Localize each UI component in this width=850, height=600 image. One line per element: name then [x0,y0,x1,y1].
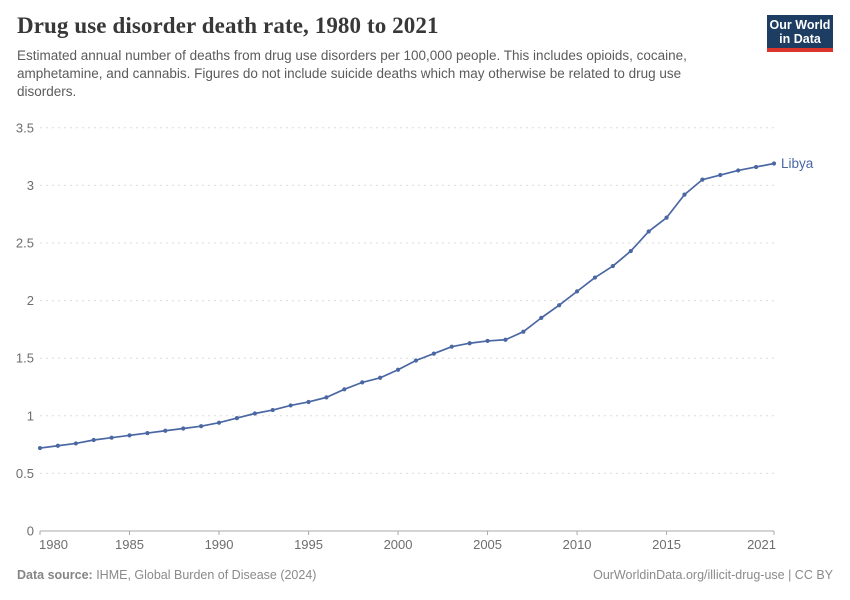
x-axis-tick-label: 1995 [294,537,323,552]
data-point [646,229,651,234]
x-axis-tick-label: 2005 [473,537,502,552]
data-point [163,428,168,433]
data-point [91,437,96,443]
data-point [467,341,472,346]
y-axis-tick-label: 2 [27,293,34,308]
data-source-label: Data source: [17,568,93,582]
y-axis-tick-label: 1.5 [16,351,34,366]
data-point [664,215,669,220]
data-point [771,161,777,166]
data-point [378,375,383,380]
footer-link[interactable]: OurWorldinData.org/illicit-drug-use | CC… [593,568,833,582]
data-point [431,351,436,356]
data-point [503,337,508,342]
data-point [127,433,132,438]
data-point [37,445,43,451]
data-point [592,275,598,280]
data-point [395,367,401,372]
data-point [216,420,222,425]
chart-title: Drug use disorder death rate, 1980 to 20… [17,13,439,38]
data-source-text: IHME, Global Burden of Disease (2024) [92,568,317,582]
data-point [610,263,615,269]
data-point [736,168,741,173]
y-axis-tick-label: 0.5 [16,466,34,481]
data-point [234,416,240,421]
x-axis-tick-label: 2015 [652,537,681,552]
data-point [753,164,759,170]
data-point [288,403,293,408]
data-point [485,338,490,344]
data-point [109,435,114,440]
owid-logo[interactable]: Our World in Data [767,15,833,52]
data-point [539,315,544,320]
data-point [324,395,329,400]
y-axis-tick-label: 2.5 [16,236,34,251]
x-axis-tick-label: 2010 [563,537,592,552]
data-point [682,192,687,197]
data-source: Data source: IHME, Global Burden of Dise… [17,568,316,582]
y-axis-tick-label: 3.5 [16,120,34,135]
data-point [449,344,454,349]
data-point [557,303,562,308]
data-point [718,172,723,178]
data-point [73,441,78,446]
x-axis-tick-label: 1985 [115,537,144,552]
series-label-libya: Libya [781,156,814,171]
chart-subtitle: Estimated annual number of deaths from d… [17,48,687,99]
data-point [413,358,419,363]
x-axis-tick-label: 1980 [39,537,68,552]
libya-series-line [39,162,775,449]
owid-logo-line1: Our World [769,18,831,32]
data-point [360,380,365,385]
data-point [199,424,204,429]
data-point [306,399,311,405]
data-point [181,426,186,431]
chart-svg: 0 0.5 1 1.5 2 2.5 3 3.5 1980 1985 1990 1995 2000 2005… [16,120,814,552]
x-axis-tick-label: 2021 [747,537,776,552]
data-point [342,387,347,392]
data-point [574,289,580,294]
chart-footer: Data source: IHME, Global Burden of Dise… [17,568,833,582]
x-axis-tick-label: 2000 [384,537,413,552]
data-point [252,411,257,416]
chart-header: Drug use disorder death rate, 1980 to 20… [17,12,750,101]
data-point [521,329,526,334]
data-point [628,248,633,254]
x-axis-tick-label: 1990 [205,537,234,552]
owid-logo-line2: in Data [779,32,821,46]
y-axis-tick-label: 3 [27,178,34,193]
data-point [145,430,150,436]
data-point [270,407,275,413]
line-chart: 0 0.5 1 1.5 2 2.5 3 3.5 1980 1985 1990 1995 2000 2005… [0,115,850,565]
y-axis-tick-label: 1 [27,408,34,423]
data-point [700,177,705,182]
data-point [55,443,61,448]
y-axis-tick-label: 0 [27,524,34,539]
